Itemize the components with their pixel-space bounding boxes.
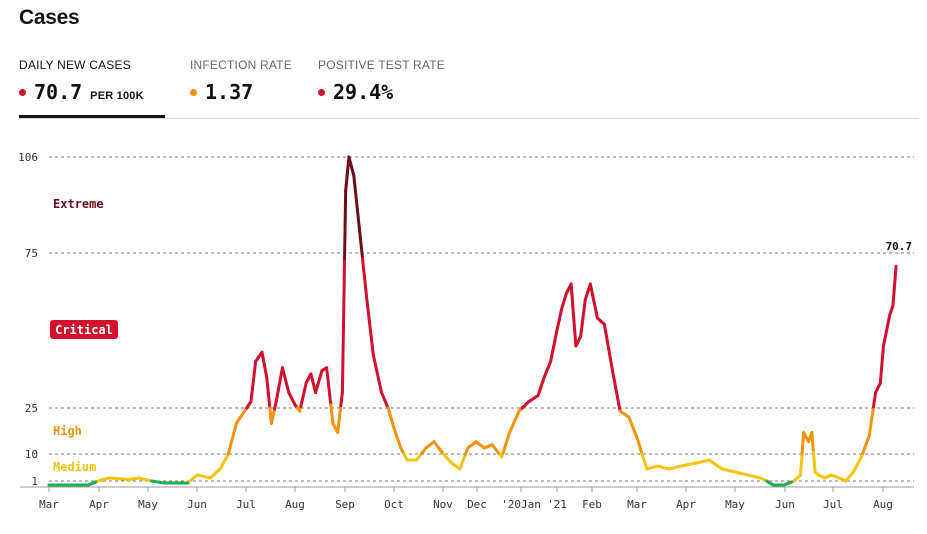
series-line-segment bbox=[340, 357, 345, 394]
series-line-segment bbox=[362, 267, 367, 281]
tab-label: INFECTION RATE bbox=[190, 58, 292, 72]
tab-unit: PER 100K bbox=[90, 90, 144, 102]
series-line-segment bbox=[572, 323, 577, 338]
series-line-segment bbox=[325, 366, 330, 379]
series-line-segment bbox=[354, 194, 359, 209]
series-line-segment bbox=[328, 394, 333, 407]
series-line-segment bbox=[570, 292, 575, 307]
x-tick-label: May bbox=[725, 498, 745, 511]
y-tick-label: 25 bbox=[25, 402, 38, 415]
tab-label: POSITIVE TEST RATE bbox=[318, 58, 445, 72]
x-tick-label: Jul bbox=[823, 498, 843, 511]
zone-label: Critical bbox=[55, 323, 113, 337]
series-line-segment bbox=[359, 246, 364, 260]
y-tick-label: 106 bbox=[18, 151, 38, 164]
series-line-segment bbox=[366, 307, 371, 320]
series-line-segment bbox=[327, 384, 332, 398]
tab-daily-new-cases[interactable]: DAILY NEW CASES 70.7 PER 100K bbox=[19, 55, 165, 118]
x-tick-label: '21 bbox=[547, 498, 567, 511]
x-tick-label: Aug bbox=[285, 498, 305, 511]
series-line-segment bbox=[342, 256, 347, 294]
tab-value: 1.37 bbox=[205, 80, 254, 104]
series-line-segment bbox=[341, 290, 346, 327]
series-line-segment bbox=[358, 236, 363, 250]
series-line-segment bbox=[894, 264, 898, 275]
series-line-segment bbox=[367, 316, 372, 329]
x-tick-label: May bbox=[138, 498, 158, 511]
y-tick-label: 10 bbox=[25, 448, 38, 461]
metric-tabs: DAILY NEW CASES 70.7 PER 100K INFECTION … bbox=[19, 55, 919, 119]
y-tick-label: 75 bbox=[25, 247, 38, 260]
status-dot-icon bbox=[19, 89, 26, 96]
x-tick-label: Mar bbox=[627, 498, 647, 511]
x-tick-label: Apr bbox=[89, 498, 109, 511]
series-line-segment bbox=[368, 325, 373, 339]
x-tick-label: Mar bbox=[39, 498, 59, 511]
series-line-segment bbox=[571, 313, 576, 327]
series-line-segment bbox=[326, 375, 331, 388]
x-tick-label: Jul bbox=[236, 498, 256, 511]
series-line-segment bbox=[357, 225, 362, 240]
tab-infection-rate[interactable]: INFECTION RATE 1.37 bbox=[190, 55, 305, 117]
series-line-segment bbox=[370, 344, 375, 357]
x-tick-label: Nov bbox=[433, 498, 453, 511]
series-line-segment bbox=[329, 403, 334, 416]
series-line-segment bbox=[343, 223, 347, 260]
tab-value: 70.7 bbox=[34, 80, 83, 104]
page-title: Cases bbox=[19, 6, 80, 29]
status-dot-icon bbox=[318, 89, 325, 96]
series-line-segment bbox=[361, 256, 366, 270]
series-line-segment bbox=[352, 174, 357, 188]
series-line-segment bbox=[341, 323, 345, 361]
status-dot-icon bbox=[190, 89, 197, 96]
x-tick-label: Jun bbox=[187, 498, 207, 511]
x-tick-label: Oct bbox=[384, 498, 404, 511]
y-tick-label: 1 bbox=[31, 475, 38, 488]
x-tick-label: '20Jan bbox=[501, 498, 541, 511]
series-line-segment bbox=[353, 184, 358, 198]
x-tick-label: Feb bbox=[582, 498, 602, 511]
series-line-segment bbox=[363, 277, 368, 291]
series-line-segment bbox=[569, 282, 574, 296]
series-line-segment bbox=[355, 205, 360, 219]
zone-label: High bbox=[53, 424, 82, 438]
tab-value: 29.4% bbox=[333, 80, 394, 104]
series-line-segment bbox=[571, 303, 575, 317]
zone-label-box bbox=[50, 320, 118, 339]
series-line-segment bbox=[365, 298, 370, 311]
series-line-segment bbox=[364, 287, 369, 301]
series-line-segment bbox=[356, 215, 361, 229]
x-tick-label: Jun bbox=[775, 498, 795, 511]
zone-label: Medium bbox=[53, 460, 96, 474]
x-tick-label: Apr bbox=[676, 498, 696, 511]
last-value-label: 70.7 bbox=[886, 240, 913, 253]
series-line-segment bbox=[330, 412, 335, 425]
x-tick-label: Sep bbox=[335, 498, 355, 511]
series-line-segment bbox=[343, 189, 348, 227]
x-tick-label: Aug bbox=[873, 498, 893, 511]
zone-label: Extreme bbox=[53, 197, 104, 211]
tab-positive-test-rate[interactable]: POSITIVE TEST RATE 29.4% bbox=[318, 55, 453, 117]
x-tick-label: Dec bbox=[467, 498, 487, 511]
tab-label: DAILY NEW CASES bbox=[19, 58, 131, 72]
series-line-segment bbox=[369, 335, 374, 348]
